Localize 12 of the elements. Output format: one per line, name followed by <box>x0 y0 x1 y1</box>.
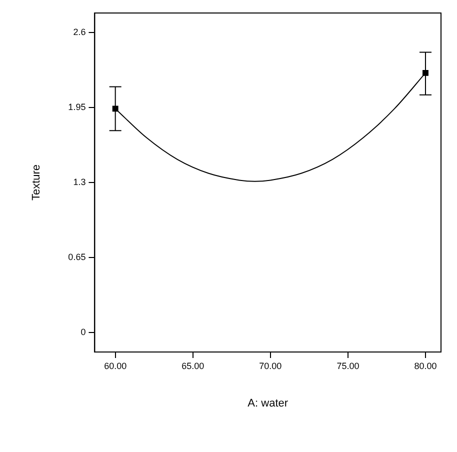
x-tick-label: 60.00 <box>104 360 127 371</box>
y-tick-label: 1.95 <box>68 102 86 112</box>
x-tick-label: 65.00 <box>182 360 204 371</box>
x-tick-label: 80.00 <box>414 360 437 371</box>
y-axis-title: Texture <box>30 164 43 201</box>
y-tick-label: 1.3 <box>73 176 86 187</box>
x-axis-title: A: water <box>248 397 288 410</box>
y-tick-label: 2.6 <box>73 27 86 38</box>
x-tick-label: 75.00 <box>336 360 360 371</box>
y-tick-label: 0.65 <box>68 252 86 262</box>
x-tick-label: 70.00 <box>259 360 282 371</box>
y-tick-label: 0 <box>80 326 86 337</box>
